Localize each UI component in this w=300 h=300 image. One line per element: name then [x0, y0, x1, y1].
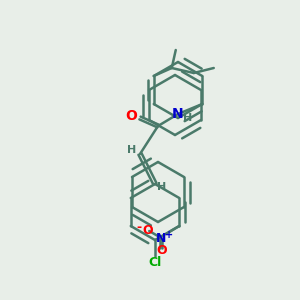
Text: O: O	[125, 109, 137, 123]
Text: -: -	[137, 221, 142, 235]
Text: O: O	[156, 244, 166, 256]
Text: Cl: Cl	[148, 256, 162, 269]
Text: N: N	[156, 232, 166, 244]
Text: +: +	[165, 230, 173, 240]
Text: H: H	[183, 113, 193, 123]
Text: O: O	[142, 224, 153, 236]
Text: H: H	[158, 182, 166, 192]
Text: H: H	[128, 145, 136, 155]
Text: N: N	[172, 107, 184, 121]
